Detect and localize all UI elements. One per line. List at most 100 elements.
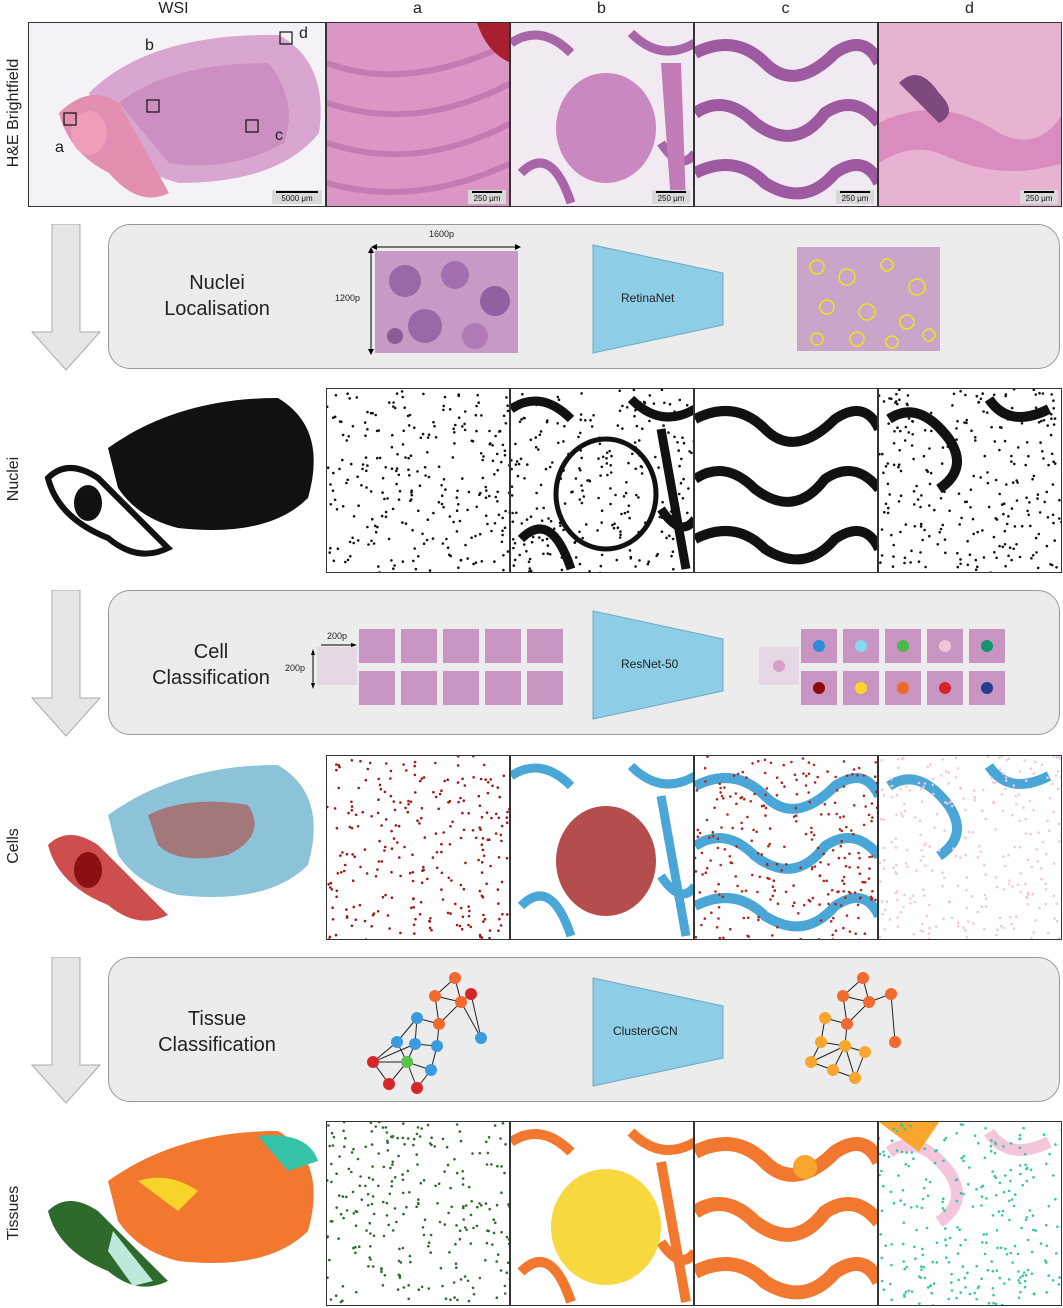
cc-width-label: 200p xyxy=(327,631,348,641)
cell-thumbnail xyxy=(485,629,521,663)
nl-output-texture xyxy=(809,258,936,349)
he-wsi-graphic xyxy=(59,31,321,198)
cell-thumbnail xyxy=(927,671,963,705)
he-crop-a-texture xyxy=(327,23,509,195)
cell-thumbnail xyxy=(801,671,837,705)
cell-thumbnail xyxy=(443,671,479,705)
tissues-crop-b xyxy=(510,1121,694,1306)
nuclei-crop-c xyxy=(694,388,878,573)
cells-crop-c-pattern xyxy=(695,756,877,939)
cc-dim-arrows xyxy=(311,643,357,689)
crop-b-scale-bar: 250 μm xyxy=(652,190,690,204)
down-arrow-2 xyxy=(30,590,102,737)
cc-output-grid xyxy=(801,629,1006,709)
cells-crop-b xyxy=(510,755,694,940)
he-wsi-image: a b c d 5000 μm xyxy=(28,22,326,207)
column-header-d: d xyxy=(965,0,974,17)
he-crop-b-texture xyxy=(511,29,693,205)
wsi-label-b: b xyxy=(145,37,154,54)
wsi-label-c: c xyxy=(275,127,283,144)
he-crop-a: 250 μm xyxy=(326,22,510,207)
output-graph xyxy=(805,972,901,1084)
cc-input-grid xyxy=(359,629,564,709)
column-header-a: a xyxy=(413,0,422,17)
he-crop-d-texture xyxy=(879,75,1061,171)
wsi-label-d: d xyxy=(299,25,308,42)
tissues-crop-c xyxy=(694,1121,878,1306)
cell-thumbnail xyxy=(843,671,879,705)
retinanet-label: RetinaNet xyxy=(621,291,675,305)
nl-height-arrow xyxy=(368,247,374,355)
cell-thumbnail xyxy=(927,629,963,663)
he-crop-c-texture xyxy=(695,39,877,200)
cell-thumbnail xyxy=(969,671,1005,705)
cell-thumbnail xyxy=(885,629,921,663)
crop-a-scale-bar: 250 μm xyxy=(468,190,506,204)
tissues-wsi-image xyxy=(28,1121,326,1306)
cells-wsi-graphic xyxy=(48,765,314,921)
row-label-he: H&E Brightfield xyxy=(5,58,22,168)
cells-crop-a xyxy=(326,755,510,940)
cell-thumbnail xyxy=(401,629,437,663)
tissues-crop-b-pattern xyxy=(511,1128,693,1304)
clustergcn-label: ClusterGCN xyxy=(613,1024,678,1038)
nl-input-patch xyxy=(375,251,518,353)
he-crop-b: 250 μm xyxy=(510,22,694,207)
cell-thumbnail xyxy=(885,671,921,705)
nuclei-crop-c-pattern xyxy=(695,406,877,565)
cells-crop-c xyxy=(694,755,878,940)
cc-height-label: 200p xyxy=(285,663,306,673)
tissues-crop-d-pattern xyxy=(879,1122,1061,1305)
nl-input-texture xyxy=(387,261,510,349)
cell-thumbnail xyxy=(843,629,879,663)
cell-thumbnail xyxy=(801,629,837,663)
cc-output-cell-dot xyxy=(773,660,785,672)
column-header-wsi: WSI xyxy=(158,0,189,17)
row-label-nuclei: Nuclei xyxy=(5,456,22,502)
tissues-crop-c-pattern xyxy=(695,1137,877,1300)
nuclei-crop-a xyxy=(326,388,510,573)
cc-output-cell xyxy=(759,647,799,685)
crop-c-scale-bar: 250 μm xyxy=(836,190,874,204)
nuclei-wsi-graphic xyxy=(44,398,314,557)
cell-thumbnail xyxy=(969,629,1005,663)
cell-thumbnail xyxy=(485,671,521,705)
down-arrow-1 xyxy=(30,224,102,371)
nuclei-crop-a-dots xyxy=(327,390,509,572)
wsi-scale-bar: 5000 μm xyxy=(272,190,322,204)
nuclei-crop-d xyxy=(878,388,1062,573)
nl-width-label: 1600p xyxy=(429,229,455,239)
cell-thumbnail xyxy=(527,671,563,705)
row-label-cells: Cells xyxy=(5,828,22,864)
tissue-classification-title: Tissue Classification xyxy=(158,1008,276,1056)
nuclei-crop-d-pattern xyxy=(879,389,1061,572)
cells-crop-d-pattern xyxy=(879,756,1061,939)
cell-thumbnail xyxy=(359,671,395,705)
cell-thumbnail xyxy=(443,629,479,663)
nuclei-localisation-panel: Nuclei Localisation 1600p 1200p RetinaNe… xyxy=(108,224,1060,369)
nuclei-localisation-title: Nuclei Localisation xyxy=(164,272,270,320)
tissues-crop-a-dots xyxy=(327,1122,509,1304)
nl-output-patch xyxy=(797,247,940,351)
column-header-c: c xyxy=(781,0,790,17)
nuclei-wsi-image xyxy=(28,388,326,573)
nuclei-crop-b xyxy=(510,388,694,573)
retinanet-shape xyxy=(592,244,724,354)
he-crop-c: 250 μm xyxy=(694,22,878,207)
row-label-tissues: Tissues xyxy=(5,1185,22,1241)
down-arrow-3 xyxy=(30,957,102,1104)
wsi-label-a: a xyxy=(55,139,64,156)
tissues-wsi-graphic xyxy=(48,1131,318,1287)
cells-wsi-image xyxy=(28,755,326,940)
cell-thumbnail xyxy=(359,629,395,663)
cells-crop-a-dots xyxy=(327,756,509,939)
cells-crop-b-pattern xyxy=(511,762,693,938)
cells-crop-d xyxy=(878,755,1062,940)
tissues-crop-a xyxy=(326,1121,510,1306)
tissues-crop-d xyxy=(878,1121,1062,1306)
crop-d-scale-bar: 250 μm xyxy=(1020,190,1058,204)
resnet-label: ResNet-50 xyxy=(621,657,679,671)
tissue-classification-panel: Tissue Classification ClusterGCN xyxy=(108,957,1060,1102)
cell-thumbnail xyxy=(527,629,563,663)
cell-thumbnail xyxy=(401,671,437,705)
